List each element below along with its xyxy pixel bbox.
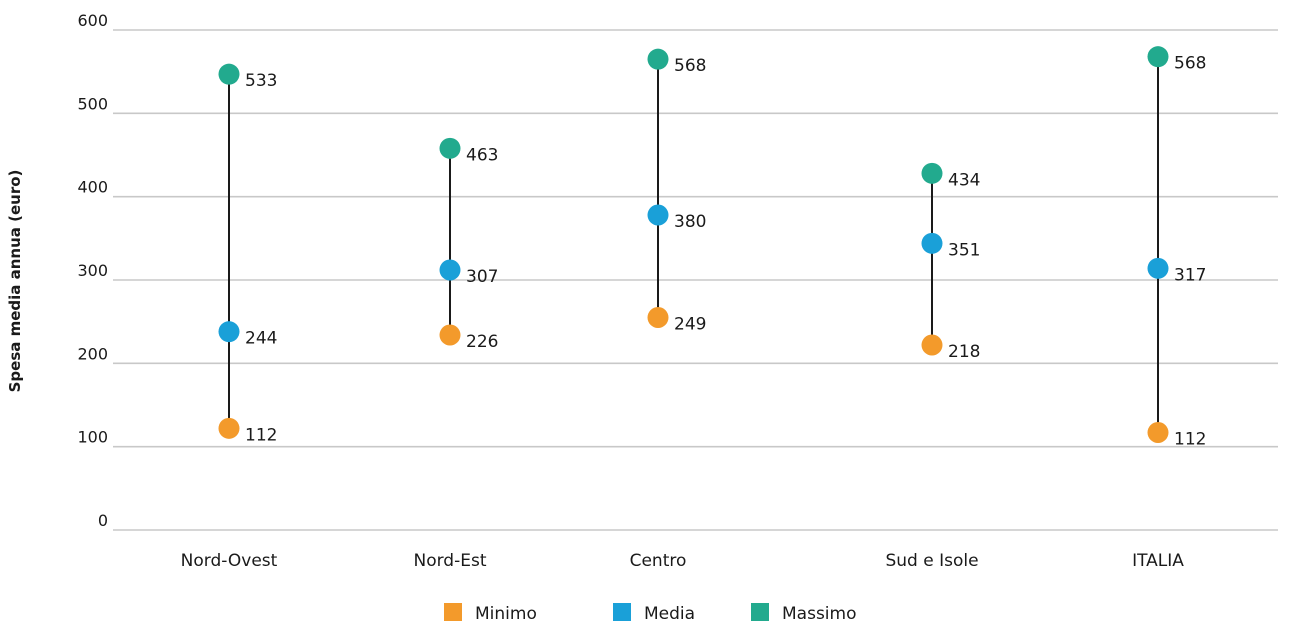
label-media-nord-est: 307 [466,267,498,287]
point-media-sud-e-isole [921,232,943,254]
data-points [218,46,1169,443]
point-minimo-centro [647,307,669,328]
y-tick-200: 200 [77,344,108,363]
label-minimo-nord-ovest: 112 [245,425,277,445]
x-axis-categories: Nord-Ovest Nord-Est Centro Sud e Isole ITALI… [181,551,1185,571]
y-tick-100: 100 [77,428,108,447]
point-massimo-nord-ovest [218,63,240,85]
label-massimo-italia: 568 [1174,54,1206,74]
label-minimo-centro: 249 [674,315,706,335]
label-minimo-italia: 112 [1174,430,1206,450]
y-axis-label: Spesa media annua (euro) [6,170,24,393]
y-tick-500: 500 [77,94,108,113]
y-axis-ticks: 0 100 200 300 400 500 600 [77,11,108,530]
label-media-sud-e-isole: 351 [948,240,980,260]
point-massimo-sud-e-isole [921,162,943,184]
point-media-nord-est [439,259,461,281]
legend-item-minimo: Minimo [444,603,537,624]
data-labels: 112 226 249 218 112 244 307 380 351 317 533 463 568 4… [245,54,1206,450]
category-nord-est: Nord-Est [414,551,487,571]
point-media-centro [647,204,669,226]
label-massimo-nord-est: 463 [466,145,498,165]
category-centro: Centro [630,551,687,571]
y-tick-600: 600 [77,11,108,30]
y-tick-300: 300 [77,261,108,280]
point-media-nord-ovest [218,321,240,343]
point-minimo-nord-est [439,324,461,346]
legend-label-minimo: Minimo [475,604,537,624]
legend: Minimo Media Massimo [444,603,856,624]
y-tick-0: 0 [98,511,108,530]
label-media-italia: 317 [1174,265,1206,285]
y-tick-400: 400 [77,178,108,197]
label-media-nord-ovest: 244 [245,329,277,349]
category-sud-e-isole: Sud e Isole [885,551,978,571]
label-massimo-nord-ovest: 533 [245,71,277,91]
label-media-centro: 380 [674,212,706,232]
label-minimo-sud-e-isole: 218 [948,342,980,362]
legend-swatch-media [613,603,631,621]
legend-item-media: Media [613,603,695,624]
gridlines [113,29,1278,531]
legend-label-massimo: Massimo [782,604,856,624]
category-italia: ITALIA [1132,551,1184,571]
point-minimo-nord-ovest [218,417,240,439]
legend-label-media: Media [644,604,695,624]
range-stems [228,56,1159,433]
legend-swatch-minimo [444,603,462,621]
category-nord-ovest: Nord-Ovest [181,551,278,571]
legend-item-massimo: Massimo [751,603,856,624]
point-massimo-nord-est [439,137,461,159]
label-massimo-sud-e-isole: 434 [948,170,980,190]
point-media-italia [1147,257,1169,279]
label-minimo-nord-est: 226 [466,332,498,352]
point-massimo-italia [1147,46,1169,68]
point-minimo-sud-e-isole [921,334,943,356]
point-massimo-centro [647,48,669,70]
legend-swatch-massimo [751,603,769,621]
label-massimo-centro: 568 [674,56,706,76]
point-minimo-italia [1147,422,1169,443]
